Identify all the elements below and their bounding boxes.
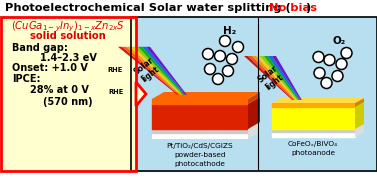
Bar — [152, 129, 248, 139]
Bar — [272, 103, 355, 107]
Text: $(CuGa_{1-y}In_y)_{1-x}Zn_{2x}S$: $(CuGa_{1-y}In_y)_{1-x}Zn_{2x}S$ — [11, 20, 125, 34]
Text: (570 nm): (570 nm) — [43, 97, 93, 107]
Bar — [272, 129, 355, 137]
Text: photoanode: photoanode — [291, 150, 335, 156]
Circle shape — [222, 66, 233, 77]
Polygon shape — [248, 122, 260, 139]
Polygon shape — [355, 102, 364, 129]
Polygon shape — [264, 56, 299, 100]
Text: Solar
light: Solar light — [132, 55, 162, 84]
Circle shape — [227, 53, 238, 64]
Polygon shape — [355, 124, 364, 137]
Text: Solar
light: Solar light — [256, 64, 286, 93]
Text: RHE: RHE — [107, 67, 122, 73]
Polygon shape — [260, 56, 298, 100]
Polygon shape — [256, 56, 297, 100]
Polygon shape — [142, 47, 185, 95]
Polygon shape — [146, 47, 187, 95]
Text: H₂: H₂ — [224, 26, 237, 36]
Polygon shape — [134, 47, 183, 95]
Bar — [131, 17, 377, 171]
Polygon shape — [136, 82, 146, 106]
Text: RHE: RHE — [108, 88, 123, 94]
Polygon shape — [268, 56, 300, 100]
Bar — [0, 0, 377, 17]
Circle shape — [313, 51, 324, 63]
Polygon shape — [272, 98, 364, 103]
Circle shape — [215, 50, 225, 61]
Text: O₂: O₂ — [333, 36, 346, 46]
Text: Band gap:: Band gap: — [12, 43, 68, 53]
Bar — [152, 129, 248, 133]
Text: powder-based: powder-based — [174, 152, 226, 158]
Circle shape — [336, 59, 347, 70]
Bar — [152, 104, 248, 129]
Polygon shape — [138, 47, 184, 95]
Text: Photoelectrochemical Solar water splitting (: Photoelectrochemical Solar water splitti… — [5, 3, 291, 13]
Polygon shape — [152, 92, 260, 99]
Circle shape — [213, 74, 224, 84]
Text: CoFeOₓ/BiVO₄: CoFeOₓ/BiVO₄ — [288, 141, 338, 147]
Text: IPCE:: IPCE: — [12, 74, 40, 84]
Bar — [272, 107, 355, 129]
Polygon shape — [248, 56, 294, 100]
Text: Onset: +1.0 V: Onset: +1.0 V — [12, 63, 88, 73]
Polygon shape — [126, 47, 181, 95]
Circle shape — [332, 70, 343, 81]
Circle shape — [321, 77, 332, 88]
Text: 1.4–2.3 eV: 1.4–2.3 eV — [40, 53, 97, 63]
Text: Pt/TiO₂/CdS/CGIZS: Pt/TiO₂/CdS/CGIZS — [167, 143, 233, 149]
Circle shape — [202, 49, 213, 60]
Text: 28% at 0 V: 28% at 0 V — [30, 85, 89, 95]
Bar — [1, 17, 136, 171]
Polygon shape — [248, 92, 260, 104]
Circle shape — [324, 54, 335, 66]
Polygon shape — [272, 56, 302, 100]
Text: No bias: No bias — [269, 3, 317, 13]
Polygon shape — [252, 56, 296, 100]
Polygon shape — [248, 97, 260, 129]
Text: ): ) — [305, 3, 310, 13]
Text: photocathode: photocathode — [175, 161, 225, 167]
Polygon shape — [122, 47, 179, 95]
Polygon shape — [130, 47, 182, 95]
Polygon shape — [355, 98, 364, 107]
Polygon shape — [118, 47, 178, 95]
Circle shape — [233, 42, 244, 53]
Bar — [1, 17, 136, 171]
Bar — [272, 129, 355, 132]
Circle shape — [314, 67, 325, 78]
Text: solid solution: solid solution — [30, 31, 106, 41]
Circle shape — [219, 36, 230, 46]
Bar — [131, 17, 377, 171]
Circle shape — [204, 64, 216, 74]
Circle shape — [341, 47, 352, 59]
Polygon shape — [244, 56, 293, 100]
Bar — [152, 99, 248, 104]
